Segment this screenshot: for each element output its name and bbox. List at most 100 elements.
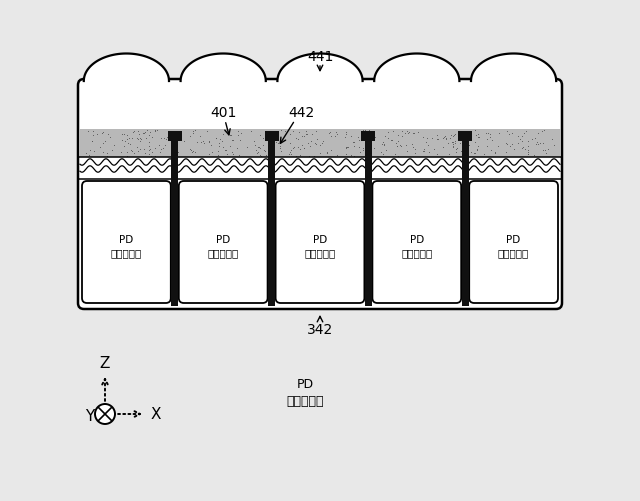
Point <box>418 147 428 155</box>
Bar <box>79 130 561 158</box>
Point <box>135 135 145 143</box>
Point <box>253 144 264 152</box>
Point <box>458 151 468 159</box>
Point <box>349 152 359 160</box>
Point <box>255 144 265 152</box>
Point <box>413 129 423 137</box>
Point <box>122 149 132 157</box>
Point <box>92 131 102 139</box>
Point <box>422 135 433 143</box>
Point <box>391 139 401 147</box>
Point <box>465 142 475 150</box>
Point <box>407 141 417 149</box>
Point <box>156 145 166 153</box>
Text: PD
（赤外光）: PD （赤外光） <box>401 235 433 258</box>
FancyBboxPatch shape <box>276 182 364 304</box>
Point <box>108 147 118 155</box>
Point <box>481 129 491 137</box>
Point <box>537 128 547 136</box>
Point <box>362 145 372 153</box>
Point <box>378 150 388 158</box>
Point <box>461 128 472 136</box>
Point <box>459 142 469 150</box>
Point <box>198 138 208 146</box>
Point <box>460 130 470 138</box>
Point <box>523 151 533 159</box>
Point <box>504 143 515 151</box>
Point <box>390 151 400 159</box>
Point <box>369 145 380 153</box>
Point <box>451 145 461 153</box>
Point <box>173 128 184 136</box>
Point <box>116 148 127 156</box>
Point <box>285 140 295 148</box>
Text: PD
（赤外光）: PD （赤外光） <box>305 235 335 258</box>
Point <box>293 136 303 144</box>
Point <box>85 147 95 155</box>
Point <box>212 148 223 156</box>
Point <box>362 139 372 147</box>
Point <box>346 151 356 159</box>
Point <box>378 139 388 147</box>
Point <box>225 132 235 140</box>
Point <box>509 146 520 154</box>
Text: Z: Z <box>100 356 110 371</box>
FancyBboxPatch shape <box>78 80 562 310</box>
Point <box>186 147 196 155</box>
Polygon shape <box>374 55 460 82</box>
Point <box>88 128 98 136</box>
Point <box>195 133 205 141</box>
Point <box>146 153 156 161</box>
Point <box>438 144 448 152</box>
Point <box>287 145 298 153</box>
Point <box>396 143 406 151</box>
Point <box>128 129 138 137</box>
Point <box>484 131 495 139</box>
FancyBboxPatch shape <box>82 182 171 304</box>
Point <box>392 143 402 151</box>
Point <box>473 134 483 142</box>
Point <box>147 149 157 157</box>
Point <box>364 127 374 135</box>
Point <box>305 152 315 160</box>
Bar <box>461 142 468 307</box>
Point <box>211 134 221 142</box>
Point <box>204 151 214 159</box>
Point <box>394 131 404 139</box>
Point <box>310 139 320 147</box>
Point <box>440 135 451 143</box>
Point <box>501 140 511 148</box>
Point <box>513 133 523 141</box>
Point <box>246 128 256 136</box>
Point <box>445 132 456 140</box>
Point <box>370 133 380 141</box>
Point <box>360 136 371 144</box>
Point <box>448 138 458 146</box>
Bar <box>458 132 472 142</box>
Point <box>532 139 542 147</box>
Point <box>286 151 296 159</box>
Point <box>214 140 224 148</box>
Point <box>273 140 284 148</box>
Point <box>297 133 307 141</box>
Point <box>95 143 105 151</box>
Point <box>179 137 189 145</box>
Point <box>132 134 142 142</box>
Point <box>322 149 332 157</box>
Point <box>291 153 301 161</box>
Point <box>472 146 482 154</box>
Point <box>191 138 202 146</box>
Point <box>196 138 206 146</box>
Point <box>127 147 138 155</box>
Point <box>189 127 200 135</box>
Point <box>276 148 287 156</box>
Point <box>186 149 196 157</box>
Point <box>332 152 342 160</box>
Point <box>513 140 524 148</box>
Point <box>420 139 431 147</box>
Point <box>383 129 394 137</box>
Point <box>383 134 393 142</box>
Point <box>520 145 531 153</box>
Point <box>132 128 143 136</box>
Point <box>233 128 243 136</box>
